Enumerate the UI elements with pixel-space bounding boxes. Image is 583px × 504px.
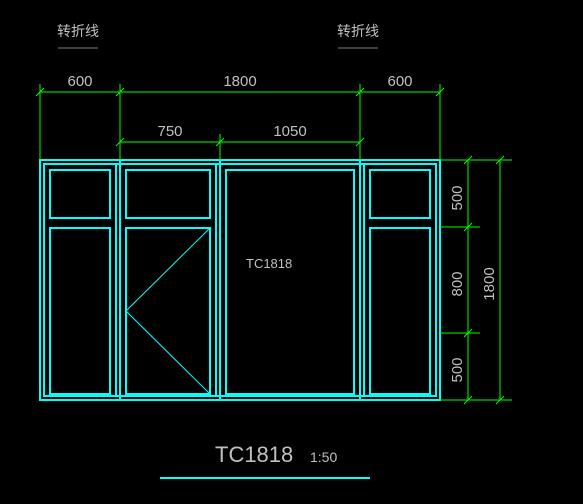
dim-text-right-inner-mid: 800 (449, 271, 466, 296)
fold-label-left: 转折线 (57, 23, 99, 39)
dim-text-right-outer: 1800 (481, 267, 498, 300)
dim-text-top-outer-right: 600 (387, 73, 412, 90)
dim-text-top-outer-left: 600 (67, 73, 92, 90)
window-frame (40, 160, 440, 400)
drawing-title: TC1818 (215, 442, 293, 467)
dim-text-top-outer-center: 1800 (223, 73, 256, 90)
dim-text-top-inner-left: 750 (157, 123, 182, 140)
dim-text-right-inner-bot: 500 (449, 357, 466, 382)
dim-top-inner (116, 134, 364, 158)
ext-lines-top (40, 84, 440, 160)
fold-label-right: 转折线 (337, 23, 379, 39)
cad-drawing: 转折线 转折线 600 1800 600 750 1050 (0, 0, 583, 504)
dim-text-right-inner-top: 500 (449, 185, 466, 210)
dim-text-top-inner-right: 1050 (273, 123, 306, 140)
internal-label: TC1818 (246, 256, 292, 271)
drawing-scale: 1:50 (310, 449, 337, 465)
